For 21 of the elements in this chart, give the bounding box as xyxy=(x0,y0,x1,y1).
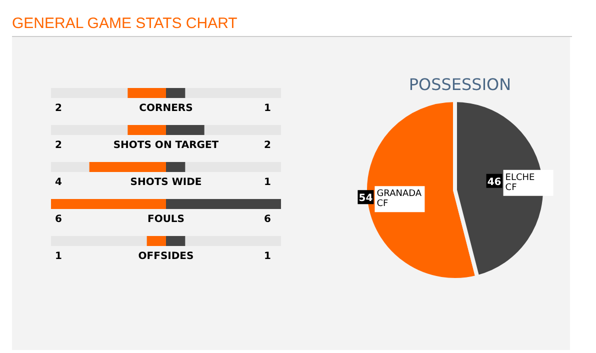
slice-label: GRANADA CF xyxy=(376,189,422,210)
y-tick-label: SHOTS WIDE xyxy=(130,177,202,188)
data-label: 6 xyxy=(55,214,62,225)
y-tick-label: SHOTS ON TARGET xyxy=(113,140,219,151)
data-label: 1 xyxy=(264,177,272,188)
data-label: 1 xyxy=(264,251,272,262)
data-label: 1 xyxy=(55,251,62,262)
y-tick-label: OFFSIDES xyxy=(138,251,194,262)
data-label: 4 xyxy=(55,177,62,188)
y-tick-label: CORNERS xyxy=(139,103,193,114)
data-label: 2 xyxy=(55,103,62,114)
data-label: 2 xyxy=(55,140,62,151)
data-label: 54 xyxy=(358,193,373,204)
chart-title: GENERAL GAME STATS CHART xyxy=(12,15,238,32)
chart-title: POSSESSION xyxy=(408,75,512,94)
data-label: 2 xyxy=(264,140,272,151)
data-label: 1 xyxy=(264,103,272,114)
data-label: 46 xyxy=(487,176,502,188)
y-tick-label: FOULS xyxy=(147,214,185,225)
slice-label: ELCHE CF xyxy=(505,172,536,193)
data-label: 6 xyxy=(264,214,272,225)
